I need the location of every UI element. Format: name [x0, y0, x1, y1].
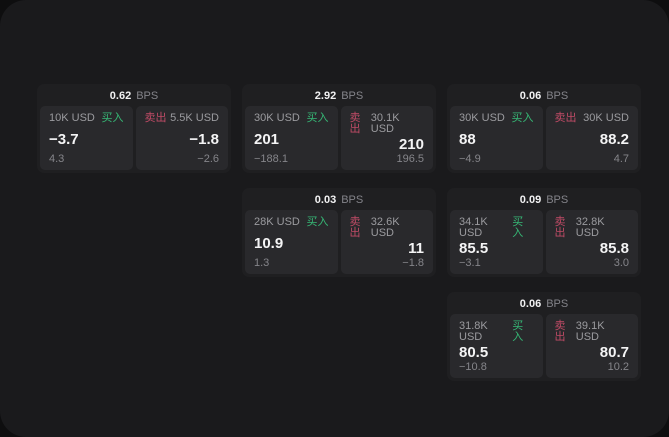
sell-price: 85.8	[599, 240, 629, 257]
sell-price: 88.2	[599, 130, 629, 148]
quote-card: 0.06 BPS 31.8K USD 买入 80.5 −10.8 卖出 39.1…	[447, 292, 641, 381]
sell-side-label: 卖出	[554, 320, 566, 343]
buy-side-label: 买入	[101, 112, 124, 124]
sell-price: 11	[408, 240, 424, 257]
sell-side-label: 卖出	[554, 112, 577, 124]
card-body: 10K USD 买入 −3.7 4.3 卖出 5.5K USD −1.8 −2.…	[40, 106, 228, 170]
quote-card: 0.06 BPS 30K USD 买入 88 −4.9 卖出 30K USD 8…	[447, 84, 641, 173]
sell-side-label: 卖出	[144, 112, 167, 124]
sell-price: −1.8	[189, 130, 219, 148]
sell-panel[interactable]: 卖出 39.1K USD 80.7 10.2	[545, 314, 638, 378]
buy-side-label: 买入	[306, 112, 329, 124]
buy-price: 88	[459, 130, 476, 148]
quote-card: 0.09 BPS 34.1K USD 买入 85.5 −3.1 卖出 32.8K…	[447, 188, 641, 277]
buy-panel[interactable]: 31.8K USD 买入 80.5 −10.8	[450, 314, 543, 378]
buy-price: 85.5	[459, 240, 489, 257]
buy-side-label: 买入	[511, 112, 534, 124]
buy-side-label: 买入	[512, 216, 524, 239]
quote-card: 0.03 BPS 28K USD 买入 10.9 1.3 卖出 32.6K US…	[242, 188, 436, 277]
quote-card: 0.62 BPS 10K USD 买入 −3.7 4.3 卖出 5.5K USD…	[37, 84, 231, 173]
sell-notional: 30.1K USD	[370, 112, 400, 135]
card-body: 28K USD 买入 10.9 1.3 卖出 32.6K USD 11 −1.8	[245, 210, 433, 274]
bps-label: BPS	[546, 194, 569, 206]
sell-side-label: 卖出	[554, 216, 566, 239]
sell-sub-value: 3.0	[613, 257, 629, 269]
sell-panel[interactable]: 卖出 32.8K USD 85.8 3.0	[545, 210, 638, 274]
sell-panel[interactable]: 卖出 30.1K USD 210 196.5	[340, 106, 433, 170]
buy-notional: 31.8K USD	[459, 320, 488, 343]
sell-notional: 39.1K USD	[575, 320, 605, 343]
quote-cards-grid: 0.62 BPS 10K USD 买入 −3.7 4.3 卖出 5.5K USD…	[37, 84, 641, 381]
sell-sub-value: −1.8	[402, 257, 424, 269]
buy-sub-value: −10.8	[459, 361, 487, 373]
bps-value: 2.92	[314, 90, 337, 102]
buy-sub-value: 4.3	[49, 153, 65, 165]
quote-card: 2.92 BPS 30K USD 买入 201 −188.1 卖出 30.1K …	[242, 84, 436, 173]
buy-sub-value: −3.1	[459, 257, 481, 269]
buy-notional: 34.1K USD	[459, 216, 488, 239]
buy-price: 201	[254, 130, 280, 148]
bps-header: 0.03 BPS	[245, 191, 433, 210]
bps-value: 0.03	[314, 194, 337, 206]
buy-panel[interactable]: 34.1K USD 买入 85.5 −3.1	[450, 210, 543, 274]
sell-panel[interactable]: 卖出 5.5K USD −1.8 −2.6	[135, 106, 228, 170]
buy-panel[interactable]: 28K USD 买入 10.9 1.3	[245, 210, 338, 274]
bps-label: BPS	[341, 194, 364, 206]
buy-panel[interactable]: 30K USD 买入 201 −188.1	[245, 106, 338, 170]
bps-value: 0.06	[519, 90, 542, 102]
sell-notional: 32.8K USD	[575, 216, 605, 239]
sell-price: 210	[398, 136, 424, 153]
buy-panel[interactable]: 10K USD 买入 −3.7 4.3	[40, 106, 133, 170]
sell-notional: 32.6K USD	[370, 216, 400, 239]
sell-sub-value: 196.5	[396, 153, 424, 165]
buy-side-label: 买入	[512, 320, 524, 343]
sell-side-label: 卖出	[349, 112, 361, 135]
sell-price: 80.7	[599, 344, 629, 361]
bps-header: 2.92 BPS	[245, 87, 433, 106]
buy-sub-value: 1.3	[254, 257, 270, 269]
bps-label: BPS	[546, 90, 569, 102]
bps-header: 0.06 BPS	[450, 295, 638, 314]
bps-value: 0.09	[519, 194, 542, 206]
card-body: 30K USD 买入 88 −4.9 卖出 30K USD 88.2 4.7	[450, 106, 638, 170]
buy-sub-value: −188.1	[254, 153, 288, 165]
buy-panel[interactable]: 30K USD 买入 88 −4.9	[450, 106, 543, 170]
card-body: 34.1K USD 买入 85.5 −3.1 卖出 32.8K USD 85.8…	[450, 210, 638, 274]
buy-sub-value: −4.9	[459, 153, 481, 165]
buy-price: −3.7	[49, 130, 79, 148]
bps-header: 0.09 BPS	[450, 191, 638, 210]
sell-panel[interactable]: 卖出 32.6K USD 11 −1.8	[340, 210, 433, 274]
buy-notional: 30K USD	[254, 112, 300, 124]
sell-panel[interactable]: 卖出 30K USD 88.2 4.7	[545, 106, 638, 170]
sell-notional: 30K USD	[583, 112, 629, 124]
bps-value: 0.06	[519, 298, 542, 310]
sell-sub-value: 10.2	[607, 361, 629, 373]
buy-side-label: 买入	[306, 216, 329, 228]
buy-price: 10.9	[254, 234, 284, 252]
buy-notional: 30K USD	[459, 112, 505, 124]
card-body: 30K USD 买入 201 −188.1 卖出 30.1K USD 210 1…	[245, 106, 433, 170]
bps-label: BPS	[136, 90, 159, 102]
sell-sub-value: −2.6	[197, 153, 219, 165]
sell-notional: 5.5K USD	[170, 112, 219, 124]
bps-header: 0.62 BPS	[40, 87, 228, 106]
buy-price: 80.5	[459, 344, 489, 361]
sell-sub-value: 4.7	[613, 153, 629, 165]
bps-label: BPS	[341, 90, 364, 102]
buy-notional: 10K USD	[49, 112, 95, 124]
sell-side-label: 卖出	[349, 216, 361, 239]
card-body: 31.8K USD 买入 80.5 −10.8 卖出 39.1K USD 80.…	[450, 314, 638, 378]
bps-value: 0.62	[109, 90, 132, 102]
buy-notional: 28K USD	[254, 216, 300, 228]
bps-label: BPS	[546, 298, 569, 310]
bps-header: 0.06 BPS	[450, 87, 638, 106]
